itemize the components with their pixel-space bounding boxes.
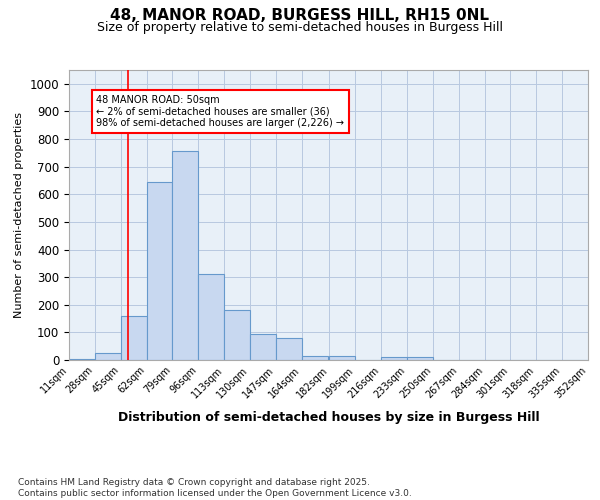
- Bar: [302, 356, 328, 360]
- Bar: [95, 353, 121, 360]
- Bar: [121, 316, 146, 360]
- Bar: [276, 338, 302, 360]
- Y-axis label: Number of semi-detached properties: Number of semi-detached properties: [14, 112, 24, 318]
- Bar: [69, 358, 95, 360]
- Bar: [199, 274, 224, 360]
- Bar: [407, 357, 433, 360]
- Bar: [146, 182, 172, 360]
- X-axis label: Distribution of semi-detached houses by size in Burgess Hill: Distribution of semi-detached houses by …: [118, 411, 539, 424]
- Text: Size of property relative to semi-detached houses in Burgess Hill: Size of property relative to semi-detach…: [97, 21, 503, 34]
- Bar: [250, 334, 276, 360]
- Text: 48, MANOR ROAD, BURGESS HILL, RH15 0NL: 48, MANOR ROAD, BURGESS HILL, RH15 0NL: [110, 8, 490, 22]
- Bar: [172, 152, 199, 360]
- Bar: [381, 357, 407, 360]
- Text: 48 MANOR ROAD: 50sqm
← 2% of semi-detached houses are smaller (36)
98% of semi-d: 48 MANOR ROAD: 50sqm ← 2% of semi-detach…: [97, 95, 344, 128]
- Bar: [329, 356, 355, 360]
- Text: Contains HM Land Registry data © Crown copyright and database right 2025.
Contai: Contains HM Land Registry data © Crown c…: [18, 478, 412, 498]
- Bar: [224, 310, 250, 360]
